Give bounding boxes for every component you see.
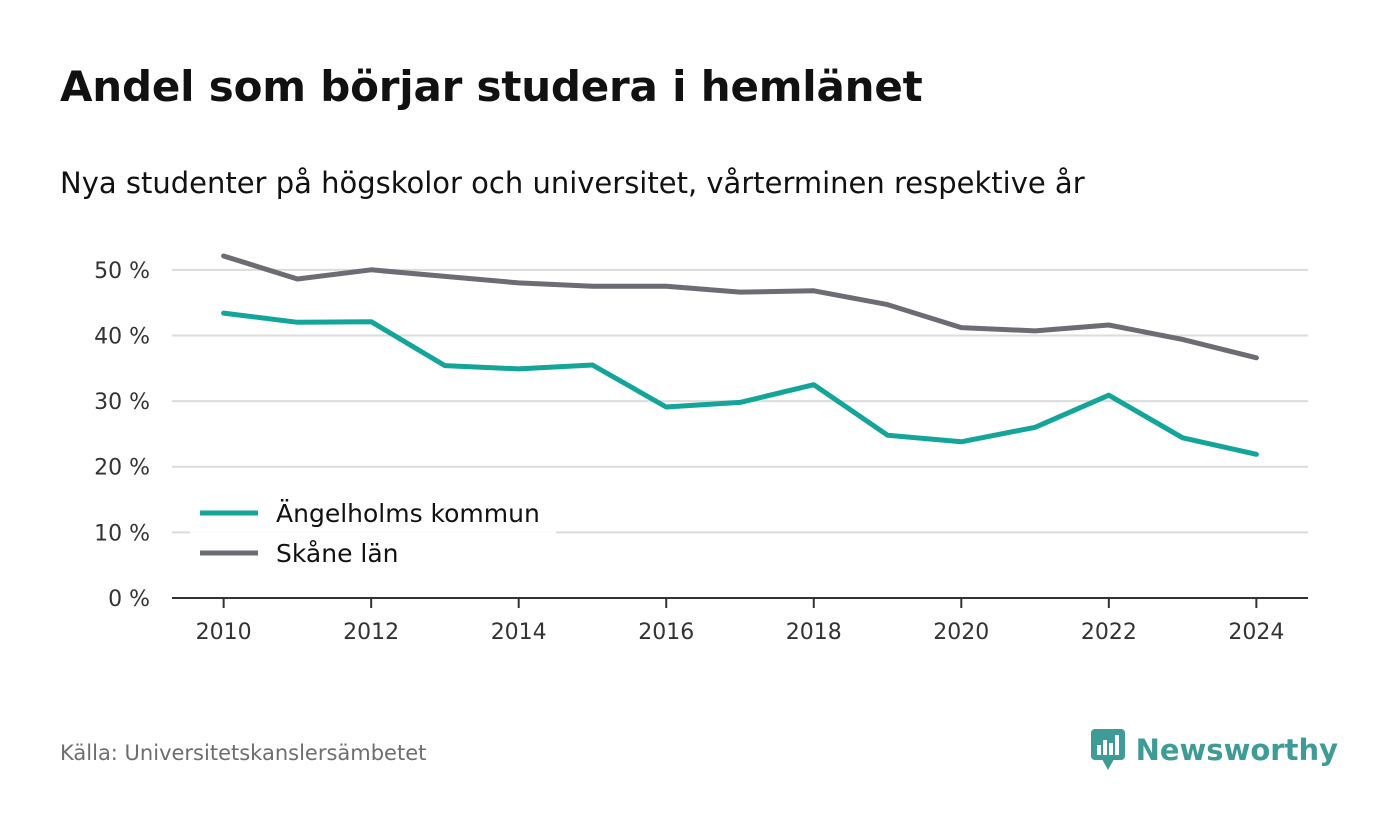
y-axis-ticks: 0 % 10 % 20 % 30 % 40 % 50 % xyxy=(94,259,150,612)
brand-name: Newsworthy xyxy=(1135,733,1338,767)
y-tick-label: 10 % xyxy=(94,521,150,546)
legend: Ängelholms kommun Skåne län xyxy=(190,490,556,578)
chart-subtitle: Nya studenter på högskolor och universit… xyxy=(60,166,1085,200)
legend-label: Skåne län xyxy=(276,539,399,568)
y-tick-label: 20 % xyxy=(94,456,150,481)
y-tick-label: 50 % xyxy=(94,259,150,284)
x-tick-label: 2016 xyxy=(638,620,694,645)
legend-label: Ängelholms kommun xyxy=(276,499,540,528)
series-line-ängelholms-kommun xyxy=(221,310,1259,457)
x-tick-label: 2014 xyxy=(491,620,547,645)
x-tick-label: 2018 xyxy=(786,620,842,645)
y-tick-label: 0 % xyxy=(108,587,150,612)
series-line-skåne-län xyxy=(221,253,1259,361)
y-tick-label: 40 % xyxy=(94,324,150,349)
chart-title: Andel som börjar studera i hemlänet xyxy=(60,62,923,111)
series-lines xyxy=(221,253,1259,457)
legend-background xyxy=(190,490,556,578)
x-axis-ticks: 2010 2012 2014 2016 2018 2020 2022 2024 xyxy=(196,598,1284,645)
x-tick-label: 2012 xyxy=(343,620,399,645)
source-note: Källa: Universitetskanslersämbetet xyxy=(60,741,427,765)
newsworthy-logo-icon xyxy=(1090,729,1125,770)
x-tick-label: 2024 xyxy=(1228,620,1284,645)
y-tick-label: 30 % xyxy=(94,390,150,415)
brand-logo[interactable]: Newsworthy xyxy=(1090,728,1338,772)
x-tick-label: 2020 xyxy=(933,620,989,645)
x-tick-label: 2010 xyxy=(196,620,252,645)
x-tick-label: 2022 xyxy=(1081,620,1137,645)
